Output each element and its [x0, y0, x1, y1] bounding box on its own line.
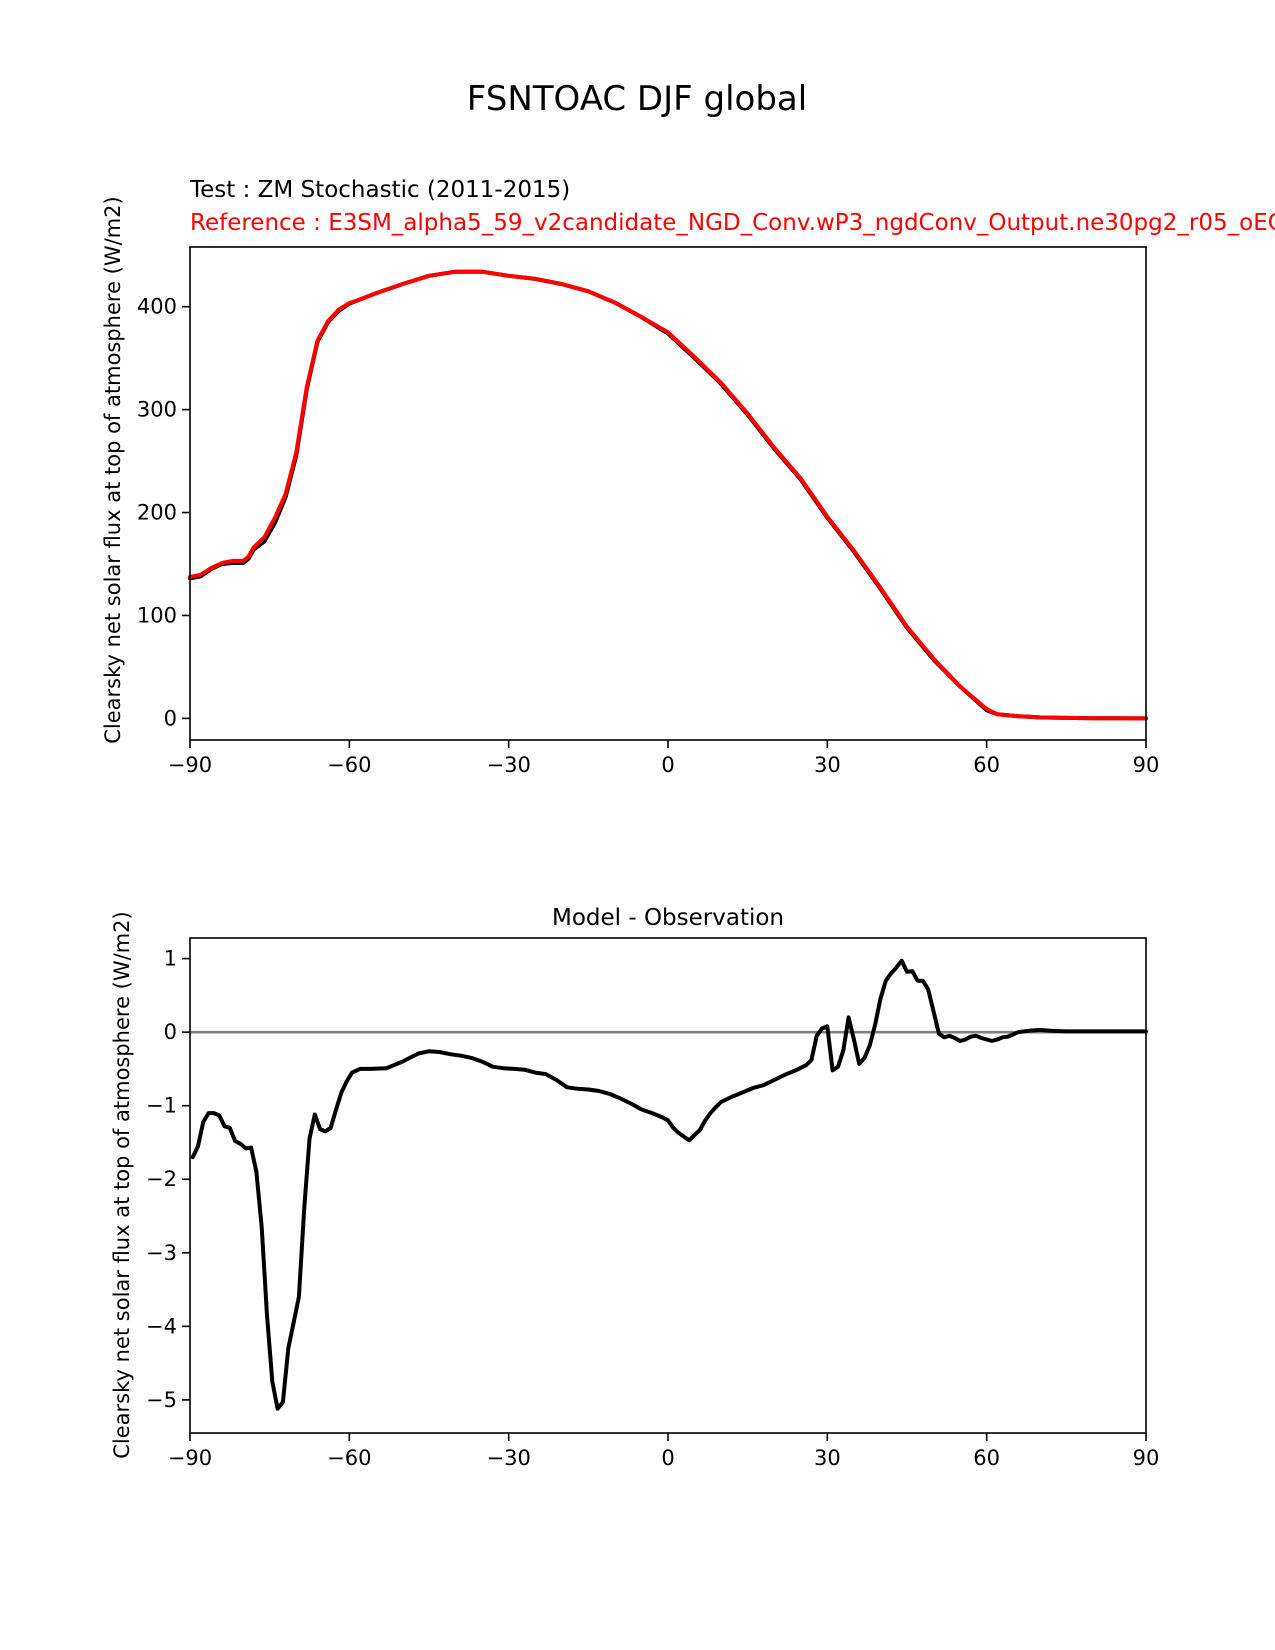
top-x-tick-label: −60: [327, 753, 371, 777]
bottom-axis-ticks: −90 −60 −30 0 30 60 90 1 0 −1 −2 −3 −4 −5: [146, 947, 1159, 1470]
bottom-x-tick-label: −30: [487, 1446, 531, 1470]
figure-title: FSNTOAC DJF global: [467, 79, 807, 119]
bottom-panel: Model - Observation Clearsky net solar f…: [110, 905, 1159, 1470]
bottom-y-tick-label: −3: [146, 1241, 177, 1265]
reference-series-line: [188, 269, 1148, 721]
bottom-x-tick-label: −90: [168, 1446, 212, 1470]
top-panel: Test : ZM Stochastic (2011-2015) Referen…: [101, 177, 1275, 777]
reference-label: Reference : E3SM_alpha5_59_v2candidate_N…: [190, 210, 1275, 236]
top-x-tick-label: −30: [487, 753, 531, 777]
bottom-x-tick-label: 0: [661, 1446, 674, 1470]
top-y-tick-label: 100: [137, 603, 177, 627]
bottom-x-tick-label: −60: [327, 1446, 371, 1470]
top-y-axis-label: Clearsky net solar flux at top of atmosp…: [101, 196, 125, 743]
top-x-tick-label: 0: [661, 753, 674, 777]
bottom-y-axis-label: Clearsky net solar flux at top of atmosp…: [110, 911, 134, 1458]
bottom-y-tick-label: 0: [164, 1020, 177, 1044]
bottom-panel-title: Model - Observation: [552, 905, 784, 931]
bottom-plot-frame: [189, 937, 1147, 1434]
bottom-y-tick-label: −1: [146, 1094, 177, 1118]
bottom-y-tick-label: −2: [146, 1167, 177, 1191]
top-x-tick-label: −90: [168, 753, 212, 777]
bottom-x-tick-label: 90: [1133, 1446, 1160, 1470]
bottom-x-tick-label: 60: [973, 1446, 1000, 1470]
top-x-tick-label: 30: [814, 753, 841, 777]
top-series-lines: [188, 269, 1148, 721]
bottom-y-tick-label: −5: [146, 1388, 177, 1412]
test-series-line: [188, 269, 1148, 721]
top-y-tick-label: 400: [137, 295, 177, 319]
test-label: Test : ZM Stochastic (2011-2015): [189, 177, 570, 203]
top-x-tick-label: 90: [1133, 753, 1160, 777]
top-y-tick-label: 200: [137, 501, 177, 525]
bottom-y-tick-label: 1: [164, 947, 177, 971]
bottom-series-lines: [190, 958, 1148, 1411]
top-plot-frame: [189, 246, 1147, 741]
difference-series-line: [190, 958, 1148, 1411]
top-y-tick-label: 0: [164, 706, 177, 730]
top-y-tick-label: 300: [137, 398, 177, 422]
top-axis-ticks: −90 −60 −30 0 30 60 90 0 100 200 300 400: [137, 295, 1159, 777]
top-x-tick-label: 60: [973, 753, 1000, 777]
bottom-x-tick-label: 30: [814, 1446, 841, 1470]
bottom-y-tick-label: −4: [146, 1314, 177, 1338]
